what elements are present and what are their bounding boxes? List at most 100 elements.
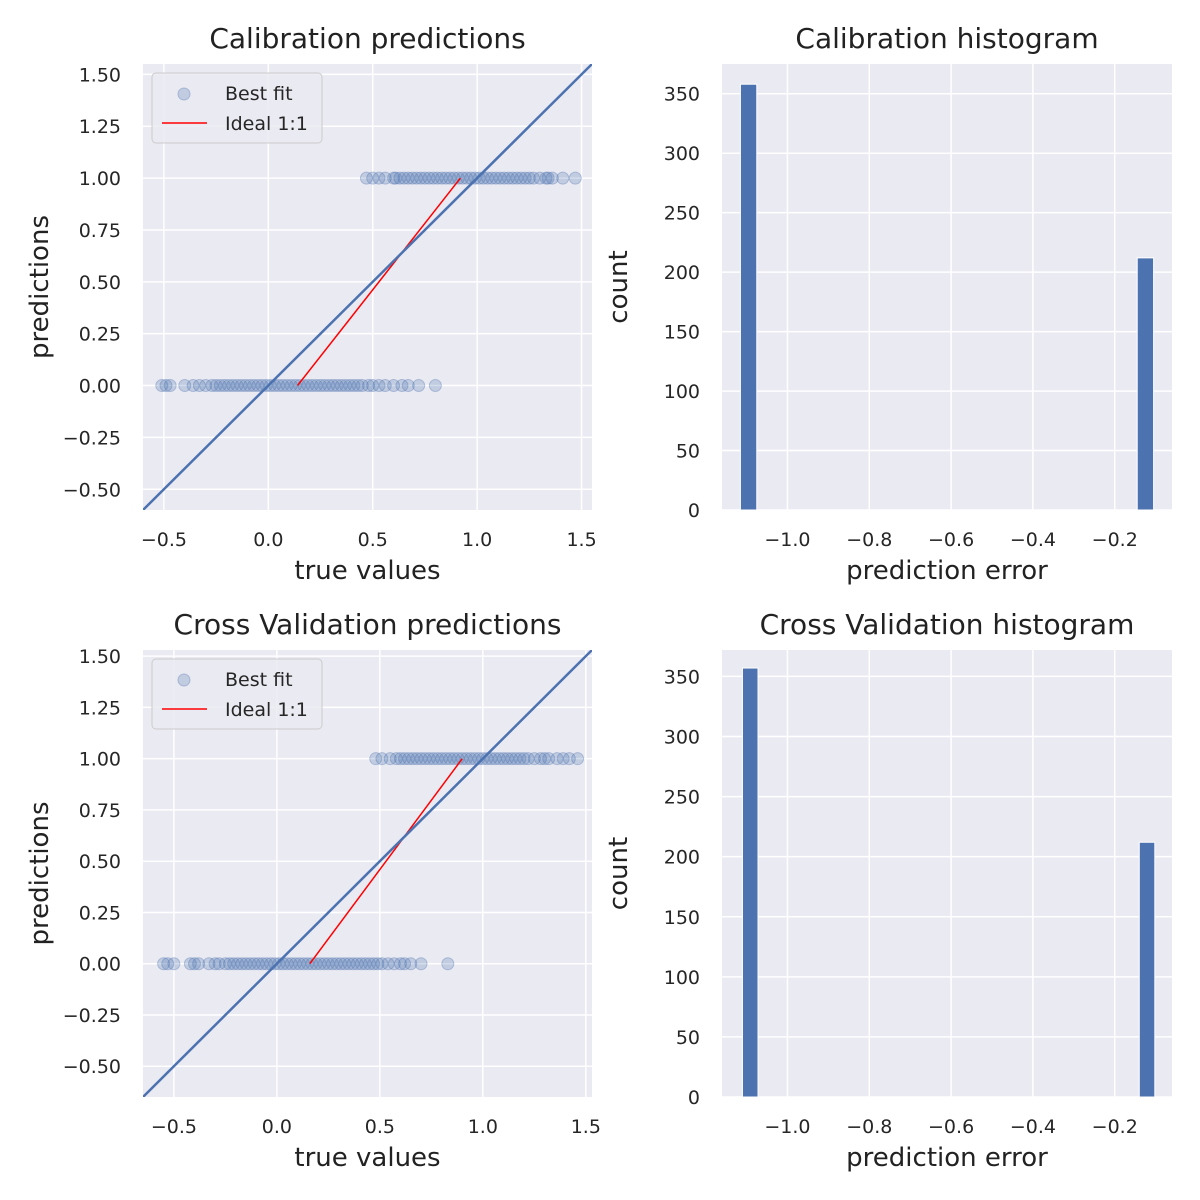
scatter-point [276, 379, 290, 393]
chart-panel-3: −0.5 0.0 0.5 1.0 1.5 −0.50 −0.25 0.00 0.25 0.50 0.… [25, 608, 601, 1173]
scatter-point [378, 379, 392, 393]
scatter-point [359, 171, 373, 185]
y-tick-label: −0.25 [63, 1005, 121, 1027]
scatter-point [263, 379, 277, 393]
scatter-point [375, 957, 389, 971]
y-tick-label: 0.25 [79, 324, 121, 346]
scatter-point [447, 752, 461, 766]
scatter-point [418, 752, 432, 766]
scatter-point [439, 752, 453, 766]
scatter-point [187, 957, 201, 971]
scatter-point [389, 171, 403, 185]
y-tick-label: 350 [664, 666, 700, 688]
scatter-point [301, 379, 315, 393]
y-axis-label: predictions [25, 802, 55, 946]
x-tick-label: −0.4 [1010, 1116, 1056, 1138]
plot-contents [143, 650, 592, 1097]
scatter-point [235, 957, 249, 971]
legend-box [151, 658, 323, 730]
scatter-point [202, 957, 216, 971]
scatter-point [247, 957, 261, 971]
scatter-point [533, 171, 547, 185]
scatter-point [247, 379, 261, 393]
y-tick-label: 350 [664, 84, 700, 106]
scatter-point [313, 957, 327, 971]
scatter-point [322, 379, 336, 393]
y-tick-label: 1.00 [79, 168, 121, 190]
x-axis-label: true values [294, 1143, 440, 1173]
scatter-point [468, 171, 482, 185]
y-tick-label: 0.50 [79, 851, 121, 873]
y-tick-label: 100 [664, 381, 700, 403]
scatter-point [372, 171, 386, 185]
scatter-point [293, 957, 307, 971]
scatter-point [372, 379, 386, 393]
y-tick-label: 250 [664, 787, 700, 809]
scatter-point [226, 379, 240, 393]
scatter-point [222, 379, 236, 393]
scatter-point [231, 957, 245, 971]
scatter-point [367, 957, 381, 971]
plot-contents [143, 64, 592, 510]
scatter-point [213, 379, 227, 393]
scatter-point [493, 171, 507, 185]
scatter-point [255, 957, 269, 971]
legend-marker-scatter [177, 673, 191, 687]
scatter-point [435, 752, 449, 766]
scatter-point [363, 957, 377, 971]
scatter-point [414, 957, 428, 971]
scatter-point [318, 379, 332, 393]
x-tick-label: −0.6 [928, 529, 974, 551]
scatter-point [393, 752, 407, 766]
plot-contents [741, 667, 1156, 1097]
scatter-point [435, 171, 449, 185]
scatter-point [362, 379, 376, 393]
legend-label: Ideal 1:1 [225, 113, 308, 135]
x-tick-label: 1.0 [462, 529, 492, 551]
scatter-point [484, 752, 498, 766]
scatter-point [387, 171, 401, 185]
y-tick-label: 0.75 [79, 800, 121, 822]
scatter-point [339, 379, 353, 393]
scatter-point [509, 752, 523, 766]
y-tick-label: 200 [664, 262, 700, 284]
scatter-point [387, 957, 401, 971]
scatter-point [472, 171, 486, 185]
scatter-point [460, 171, 474, 185]
y-tick-label: 0 [688, 500, 700, 522]
scatter-point [209, 379, 223, 393]
x-tick-label: −1.0 [764, 1116, 810, 1138]
scatter-point [251, 379, 265, 393]
scatter-point [463, 752, 477, 766]
histogram-bar [1136, 257, 1155, 510]
scatter-point [389, 752, 403, 766]
scatter-point [217, 379, 231, 393]
scatter-point [186, 379, 200, 393]
scatter-point [260, 957, 274, 971]
scatter-point [305, 957, 319, 971]
scatter-point [159, 379, 173, 393]
y-tick-label: 0.00 [79, 376, 121, 398]
scatter-point [183, 957, 197, 971]
x-tick-label: 0.0 [262, 1116, 292, 1138]
scatter-point [426, 752, 440, 766]
scatter-point [480, 752, 494, 766]
x-tick-label: −0.8 [846, 529, 892, 551]
scatter-point [414, 171, 428, 185]
y-tick-label: 1.50 [79, 646, 121, 668]
scatter-point [405, 171, 419, 185]
x-tick-label: −1.0 [764, 529, 810, 551]
scatter-point [334, 379, 348, 393]
scatter-point [351, 379, 365, 393]
scatter-point [305, 379, 319, 393]
y-tick-label: 0.00 [79, 954, 121, 976]
scatter-point [527, 752, 541, 766]
scatter-point [513, 752, 527, 766]
scatter-point [355, 379, 369, 393]
scatter-point [406, 752, 420, 766]
x-tick-label: 0.5 [365, 1116, 395, 1138]
scatter-point [354, 957, 368, 971]
scatter-point [556, 752, 570, 766]
y-tick-label: −0.50 [63, 479, 121, 501]
